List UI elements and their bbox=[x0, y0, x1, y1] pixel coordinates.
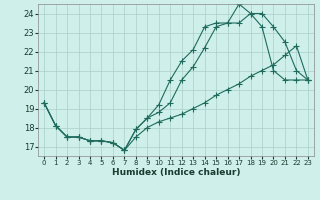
X-axis label: Humidex (Indice chaleur): Humidex (Indice chaleur) bbox=[112, 168, 240, 177]
